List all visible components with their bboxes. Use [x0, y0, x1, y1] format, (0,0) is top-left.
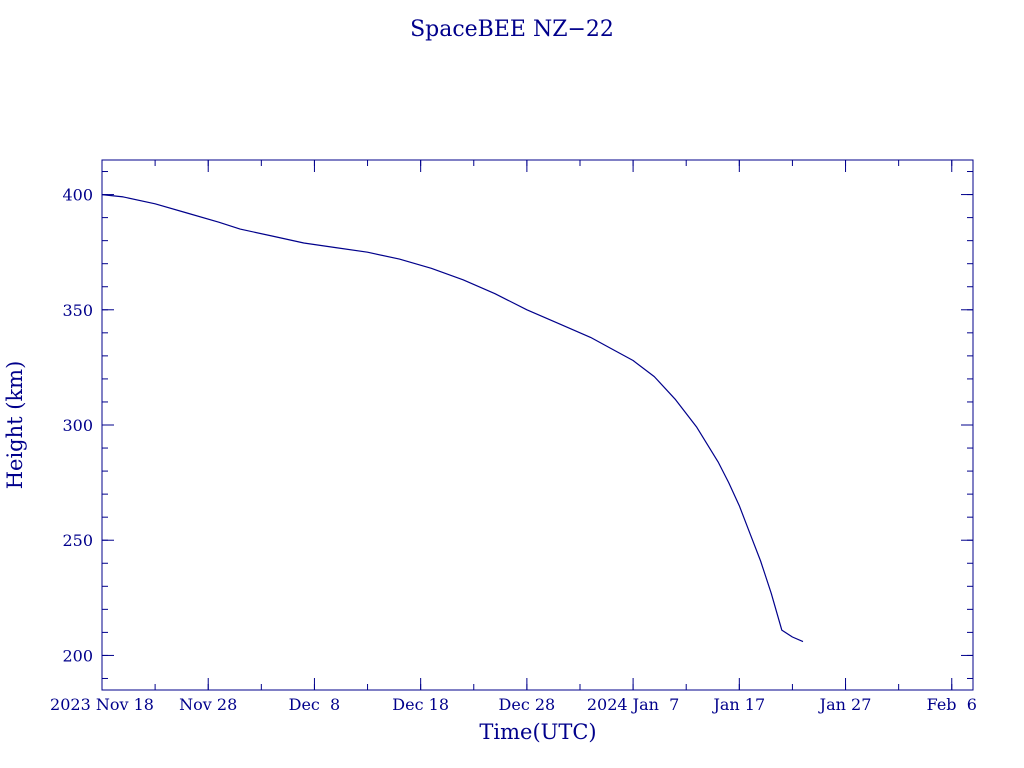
x-tick-label: Feb 6 — [927, 695, 977, 714]
x-tick-label: 2024 Jan 7 — [587, 695, 679, 714]
y-axis-label: Height (km) — [3, 361, 27, 490]
chart-title: SpaceBEE NZ−22 — [410, 17, 614, 42]
y-tick-label: 300 — [62, 416, 93, 435]
y-tick-label: 250 — [62, 531, 93, 550]
x-tick-label: Nov 28 — [179, 695, 237, 714]
x-axis-label: Time(UTC) — [479, 720, 596, 744]
x-tick-label: Jan 17 — [711, 695, 765, 714]
y-tick-label: 200 — [62, 646, 93, 665]
x-tick-label: Dec 28 — [499, 695, 556, 714]
height-series-line — [101, 194, 804, 643]
y-tick-label: 350 — [62, 301, 93, 320]
plot-area: 2023 Nov 18 Nov 28 Dec 8 Dec 18 Dec 28 2024 J… — [50, 159, 977, 714]
y-tick-label: 400 — [62, 186, 93, 205]
x-tick-label: Jan 27 — [818, 695, 872, 714]
plot-frame — [101, 159, 974, 691]
x-tick-label: 2023 Nov 18 — [50, 695, 154, 714]
x-tick-label: Dec 8 — [289, 695, 341, 714]
x-tick-label: Dec 18 — [392, 695, 449, 714]
